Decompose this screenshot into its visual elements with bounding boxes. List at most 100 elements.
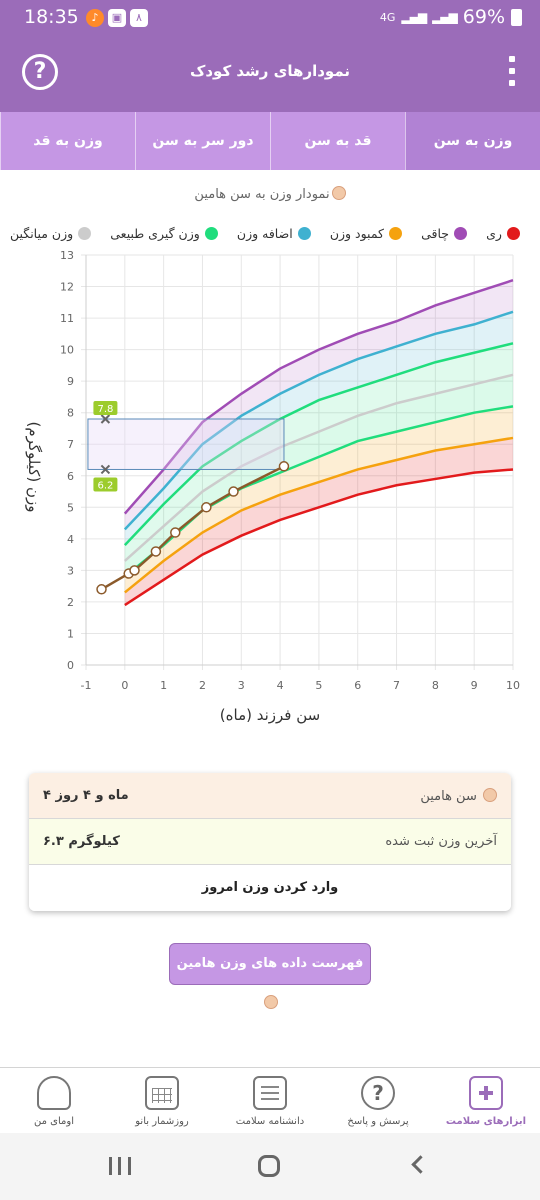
x-tick-label: 10 — [506, 679, 520, 692]
home-icon[interactable] — [258, 1155, 280, 1177]
y-tick-label: 3 — [67, 564, 74, 577]
legend-label: ری — [486, 226, 502, 241]
legend-item[interactable]: وزن گیری طبیعی — [110, 226, 218, 241]
percentile-curve — [124, 468, 514, 607]
healthy-range-box — [87, 418, 285, 470]
legend-dot — [78, 227, 92, 240]
legend-label: وزن گیری طبیعی — [110, 226, 200, 241]
range-badge-high — [93, 401, 118, 415]
percentile-curve — [123, 342, 514, 547]
weight-row: آخرین وزن ثبت شده ۶.۳ کیلوگرم — [29, 819, 511, 865]
range-marker-high — [100, 414, 111, 424]
x-axis-label: سن فرزند (ماه) — [219, 706, 321, 724]
y-tick-label: 7 — [67, 438, 74, 451]
nav-health-tools[interactable]: ابزارهای سلامت — [432, 1068, 540, 1133]
x-tick-label: 7 — [393, 679, 400, 692]
nav-profile[interactable]: اومای من — [0, 1068, 108, 1133]
question-icon: ? — [361, 1076, 395, 1110]
help-button[interactable]: ? — [22, 54, 58, 90]
y-tick-label: 5 — [67, 501, 74, 514]
weight-data-list-button[interactable]: فهرست داده های وزن هامین — [169, 943, 371, 1009]
last-weight-value: ۶.۳ کیلوگرم — [43, 834, 120, 849]
info-card: سن هامین ۴ ماه و ۴ روز آخرین وزن ثبت شده… — [29, 773, 511, 911]
percentile-band — [124, 311, 514, 546]
network-type: 4G — [379, 10, 396, 24]
age-label: سن هامین — [420, 789, 477, 804]
range-label-low: 6.2 — [97, 480, 113, 491]
y-tick-label: 0 — [67, 659, 74, 672]
y-tick-label: 1 — [67, 627, 74, 640]
range-badge-low — [93, 477, 118, 492]
baby-icon — [331, 186, 346, 200]
signal-icon: ▂▄▆ — [401, 10, 427, 24]
percentile-band — [124, 406, 514, 593]
percentile-curve — [123, 373, 514, 562]
profile-icon — [37, 1076, 71, 1110]
legend-dot — [389, 227, 403, 240]
legend-item[interactable]: وزن میانگین — [10, 226, 92, 241]
tab-weight-age[interactable]: وزن به سن — [405, 112, 540, 170]
chart-title: نمودار وزن به سن هامین — [194, 187, 330, 202]
signal-icon-2: ▂▄▆ — [432, 10, 458, 24]
y-tick-label: 8 — [67, 407, 74, 420]
status-time: 18:35 — [24, 6, 79, 28]
question-circle-icon: ? — [33, 59, 47, 84]
y-tick-label: 13 — [60, 249, 74, 262]
x-tick-label: 2 — [199, 679, 206, 692]
nav-label: دانشنامه سلامت — [235, 1116, 305, 1127]
nav-encyclopedia[interactable]: دانشنامه سلامت — [216, 1068, 324, 1133]
recent-apps-icon[interactable] — [109, 1157, 131, 1175]
chart-legend: ری چاقی کمبود وزن اضافه وزن وزن گیری طبی… — [10, 226, 520, 241]
child-weight-point — [129, 565, 140, 576]
enter-weight-today-button[interactable]: وارد کردن وزن امروز — [29, 865, 511, 911]
range-marker-low — [100, 464, 111, 475]
tab-height-age[interactable]: قد به سن — [270, 112, 405, 170]
legend-item[interactable]: چاقی — [421, 226, 468, 241]
app-bar: ? نمودارهای رشد کودک — [0, 36, 540, 112]
nav-label: روزشمار بانو — [135, 1116, 189, 1127]
child-weight-point — [96, 584, 107, 595]
tab-weight-height[interactable]: وزن به قد — [0, 112, 135, 170]
child-weight-point — [228, 486, 239, 497]
overflow-menu-button[interactable] — [508, 56, 516, 90]
y-tick-label: 4 — [67, 533, 74, 546]
legend-dot — [297, 227, 311, 240]
page-title: نمودارهای رشد کودک — [189, 62, 351, 80]
x-tick-label: 1 — [160, 679, 167, 692]
baby-icon — [264, 995, 278, 1009]
x-tick-label: 9 — [471, 679, 478, 692]
legend-item[interactable]: ری — [486, 226, 520, 241]
range-label-high: 7.8 — [97, 404, 113, 415]
percentile-curve — [123, 310, 514, 531]
y-tick-label: 11 — [60, 312, 74, 325]
nav-label: اومای من — [34, 1116, 74, 1127]
legend-label: اضافه وزن — [236, 226, 293, 241]
percentile-curve — [123, 279, 514, 515]
child-weight-point — [170, 527, 181, 538]
age-value: ۴ ماه و ۴ روز — [43, 788, 129, 803]
legend-item[interactable]: کمبود وزن — [330, 226, 403, 241]
y-tick-label: 10 — [60, 344, 74, 357]
back-icon[interactable] — [411, 1155, 430, 1174]
nav-calendar[interactable]: روزشمار بانو — [108, 1068, 216, 1133]
legend-label: چاقی — [421, 226, 450, 241]
age-row: سن هامین ۴ ماه و ۴ روز — [29, 773, 511, 819]
tab-head-age[interactable]: دور سر به سن — [135, 112, 270, 170]
y-tick-label: 2 — [67, 596, 74, 609]
legend-dot — [204, 227, 218, 240]
nav-questions[interactable]: ? پرسش و پاسخ — [324, 1068, 432, 1133]
app-notification-icon: ٨ — [130, 9, 148, 27]
legend-item[interactable]: اضافه وزن — [237, 226, 311, 241]
system-navigation-bar — [0, 1133, 540, 1200]
nav-label: ابزارهای سلامت — [445, 1116, 527, 1127]
y-axis-label: وزن (کیلوگرم) — [25, 421, 43, 513]
battery-icon — [511, 8, 522, 26]
x-tick-label: 5 — [315, 679, 322, 692]
legend-label: وزن میانگین — [10, 226, 74, 241]
newspaper-icon — [253, 1076, 287, 1110]
music-notification-icon: ♪ — [86, 9, 104, 27]
y-tick-label: 12 — [60, 281, 74, 294]
status-bar: 18:35 ♪ ▣ ٨ 4G ▂▄▆ ▂▄▆ 69% — [0, 0, 540, 36]
chart-tabs: وزن به سن قد به سن دور سر به سن وزن به ق… — [0, 112, 540, 170]
